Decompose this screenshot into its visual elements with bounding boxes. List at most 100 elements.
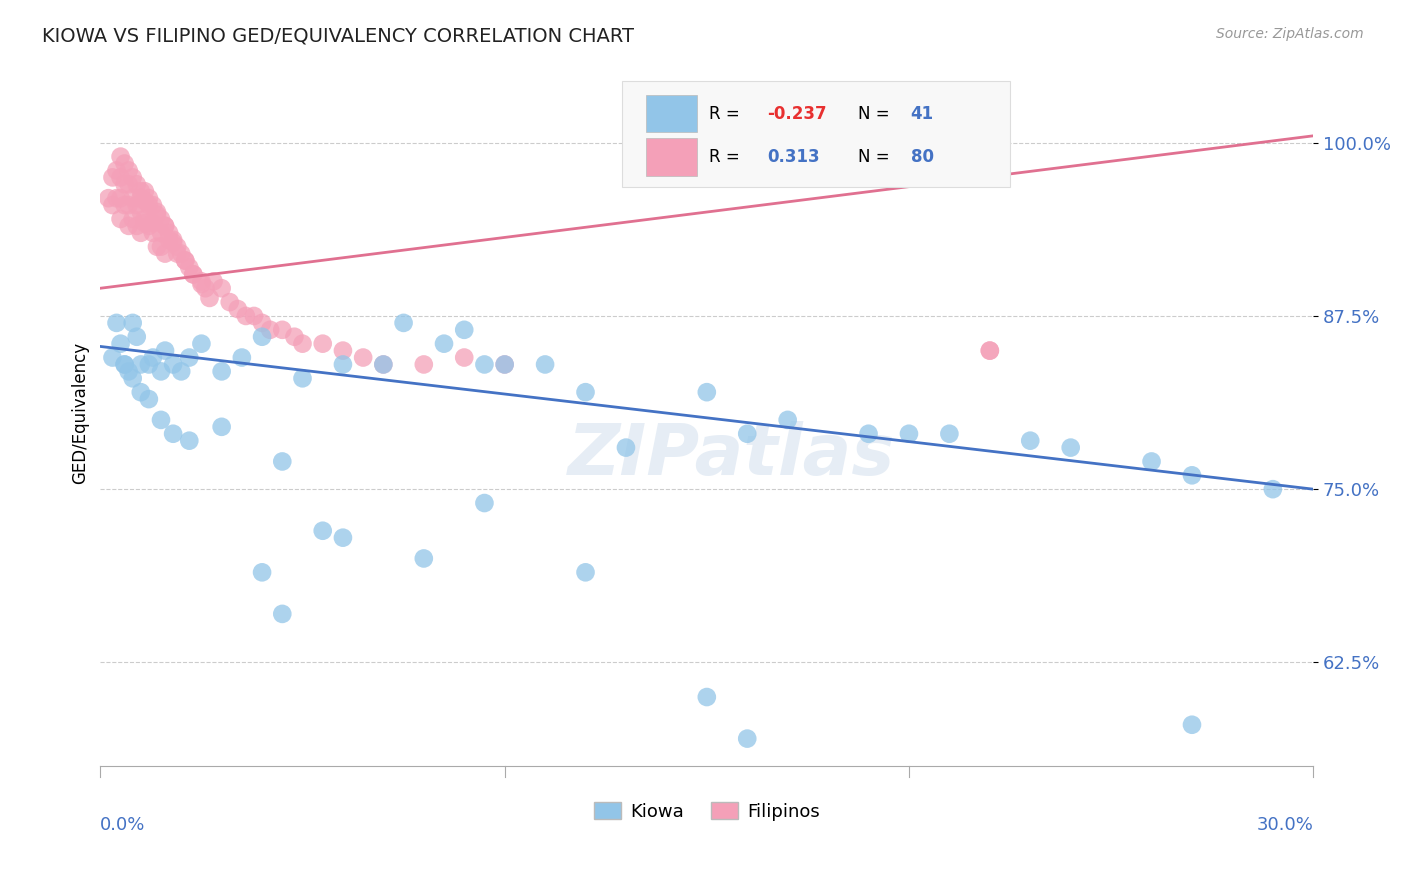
Point: [101, 351, 124, 365]
Point: [218, 295, 240, 310]
Point: [118, 364, 141, 378]
Point: [150, 240, 173, 254]
Point: [166, 246, 188, 260]
Point: [1261, 482, 1284, 496]
Point: [283, 330, 305, 344]
Point: [897, 426, 920, 441]
Point: [162, 426, 184, 441]
Point: [1019, 434, 1042, 448]
Point: [138, 392, 160, 406]
Point: [129, 184, 152, 198]
Point: [392, 316, 415, 330]
Legend: Kiowa, Filipinos: Kiowa, Filipinos: [586, 796, 827, 828]
Point: [1140, 454, 1163, 468]
Point: [129, 385, 152, 400]
Point: [146, 205, 169, 219]
Point: [146, 240, 169, 254]
Point: [114, 358, 136, 372]
Point: [114, 358, 136, 372]
Point: [858, 426, 880, 441]
Point: [534, 358, 557, 372]
Point: [190, 336, 212, 351]
Point: [162, 235, 184, 250]
Point: [211, 281, 233, 295]
Point: [125, 178, 148, 192]
Point: [226, 301, 249, 316]
Point: [250, 316, 273, 330]
Point: [412, 358, 434, 372]
Point: [183, 268, 205, 282]
Text: R =: R =: [709, 148, 745, 166]
Point: [231, 351, 253, 365]
Point: [97, 191, 120, 205]
Point: [142, 216, 165, 230]
Point: [142, 226, 165, 240]
Point: [170, 364, 193, 378]
Point: [150, 211, 173, 226]
Point: [190, 274, 212, 288]
Point: [134, 194, 156, 208]
Point: [153, 343, 176, 358]
Point: [1060, 441, 1083, 455]
Point: [291, 371, 314, 385]
Point: [129, 205, 152, 219]
Point: [138, 358, 160, 372]
Point: [138, 198, 160, 212]
Point: [938, 426, 960, 441]
Point: [114, 178, 136, 192]
Point: [110, 170, 132, 185]
Point: [202, 274, 225, 288]
Point: [735, 426, 758, 441]
Text: N =: N =: [859, 104, 896, 122]
FancyBboxPatch shape: [647, 95, 697, 133]
Text: 0.0%: 0.0%: [100, 816, 146, 834]
Point: [114, 198, 136, 212]
Point: [453, 351, 475, 365]
Text: Source: ZipAtlas.com: Source: ZipAtlas.com: [1216, 27, 1364, 41]
Point: [574, 385, 596, 400]
Point: [142, 351, 165, 365]
Point: [157, 233, 180, 247]
Point: [146, 208, 169, 222]
Y-axis label: GED/Equivalency: GED/Equivalency: [72, 342, 89, 484]
Text: N =: N =: [859, 148, 896, 166]
Point: [373, 358, 395, 372]
Point: [271, 323, 294, 337]
Point: [129, 226, 152, 240]
Point: [271, 607, 294, 621]
Point: [259, 323, 281, 337]
Text: R =: R =: [709, 104, 745, 122]
Point: [114, 156, 136, 170]
Point: [1181, 468, 1204, 483]
Point: [134, 184, 156, 198]
Point: [101, 198, 124, 212]
Point: [211, 364, 233, 378]
Point: [110, 211, 132, 226]
Point: [614, 441, 637, 455]
Point: [373, 358, 395, 372]
Point: [101, 170, 124, 185]
Point: [979, 343, 1001, 358]
Point: [150, 364, 173, 378]
Point: [110, 150, 132, 164]
Point: [211, 419, 233, 434]
Point: [121, 170, 143, 185]
Point: [190, 277, 212, 291]
Point: [474, 358, 496, 372]
Text: ZIPatlas: ZIPatlas: [568, 421, 894, 490]
Point: [332, 531, 354, 545]
Point: [412, 551, 434, 566]
Point: [179, 351, 201, 365]
Point: [129, 191, 152, 205]
Point: [494, 358, 516, 372]
Point: [125, 198, 148, 212]
Point: [121, 371, 143, 385]
Point: [696, 385, 718, 400]
Point: [157, 226, 180, 240]
Text: KIOWA VS FILIPINO GED/EQUIVALENCY CORRELATION CHART: KIOWA VS FILIPINO GED/EQUIVALENCY CORREL…: [42, 27, 634, 45]
Point: [121, 211, 143, 226]
Text: 0.313: 0.313: [768, 148, 820, 166]
Point: [162, 358, 184, 372]
Point: [474, 496, 496, 510]
Point: [352, 351, 374, 365]
